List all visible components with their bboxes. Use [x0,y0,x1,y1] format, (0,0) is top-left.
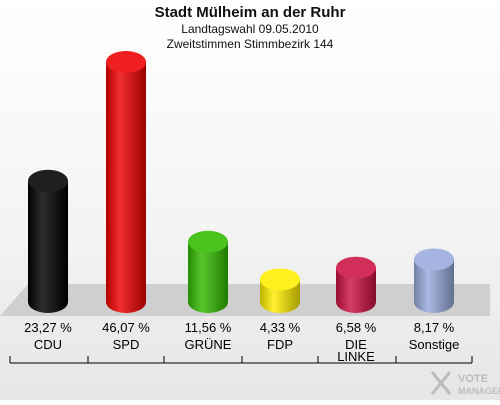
category-label: FDP [267,337,293,352]
value-label: 11,56 % [185,320,232,335]
value-label: 8,17 % [414,320,455,335]
value-label: 6,58 % [336,320,377,335]
category-label: SPD [113,337,140,352]
bar-top-spd [106,51,146,73]
category-label: Sonstige [409,337,460,352]
vote-manager-logo: VOTE MANAGER [428,366,500,400]
value-label: 46,07 % [102,320,150,335]
bars-group [28,51,454,313]
bar-top-die-linke [336,256,376,279]
bar-sonstige [414,259,454,313]
bar-grüne [188,241,228,313]
category-axis [9,356,473,364]
chart-subtitle-election: Landtagswahl 09.05.2010 [181,22,319,36]
bar-cdu [28,180,68,313]
chart-subtitle-district: Zweitstimmen Stimmbezirk 144 [166,37,334,51]
value-label: 23,27 % [24,320,72,335]
category-label: LINKE [337,349,375,364]
bar-spd [106,62,146,313]
value-label: 4,33 % [260,320,301,335]
category-label: GRÜNE [185,337,232,352]
logo-text-vote: VOTE [458,373,488,385]
labels-group: 23,27 % CDU 46,07 % SPD 11,56 % GRÜNE 4,33 % FD… [24,320,459,364]
bar-top-fdp [260,268,300,291]
bar-top-sonstige [414,248,454,271]
logo-text-manager: MANAGER [458,386,500,396]
category-label: CDU [34,337,62,352]
bar-die-linke [336,267,376,313]
chart-title: Stadt Mülheim an der Ruhr [154,4,346,21]
category-label: DIE [345,337,367,352]
chart-header: Stadt Mülheim an der Ruhr Landtagswahl 0… [0,4,500,52]
vote-manager-logo-icon: VOTE MANAGER [430,371,500,396]
bar-top-cdu [28,169,68,192]
bar-top-grüne [188,230,228,253]
